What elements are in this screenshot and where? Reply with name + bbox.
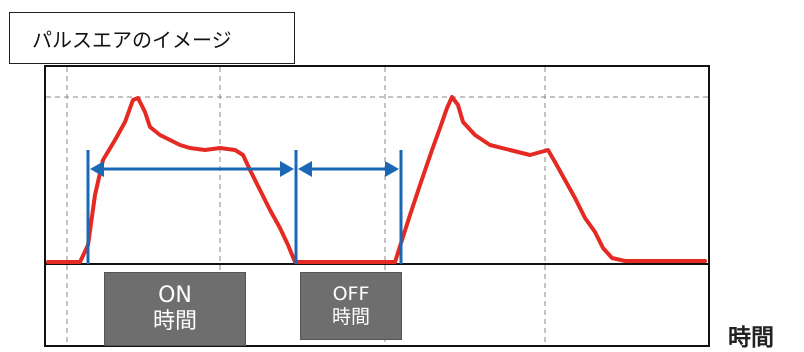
off-time-label: OFF 時間 xyxy=(300,272,402,340)
off-time-label-line1: OFF xyxy=(332,283,370,306)
off-arrow-head-right xyxy=(385,161,399,177)
diagram-title: パルスエアのイメージ xyxy=(9,12,295,64)
off-arrow-head-left xyxy=(298,161,312,177)
duration-markers xyxy=(86,150,403,264)
grid xyxy=(46,67,708,345)
time-axis-label: 時間 xyxy=(728,325,774,351)
on-time-label-line1: ON xyxy=(158,282,192,308)
on-time-label-line2: 時間 xyxy=(152,309,197,334)
diagram-title-text: パルスエアのイメージ xyxy=(32,27,232,52)
on-arrow-head-right xyxy=(280,161,294,177)
on-arrow-head-left xyxy=(90,161,104,177)
on-time-label: ON 時間 xyxy=(104,272,246,346)
pulse-waveform xyxy=(46,95,707,264)
off-time-label-line2: 時間 xyxy=(331,306,370,328)
